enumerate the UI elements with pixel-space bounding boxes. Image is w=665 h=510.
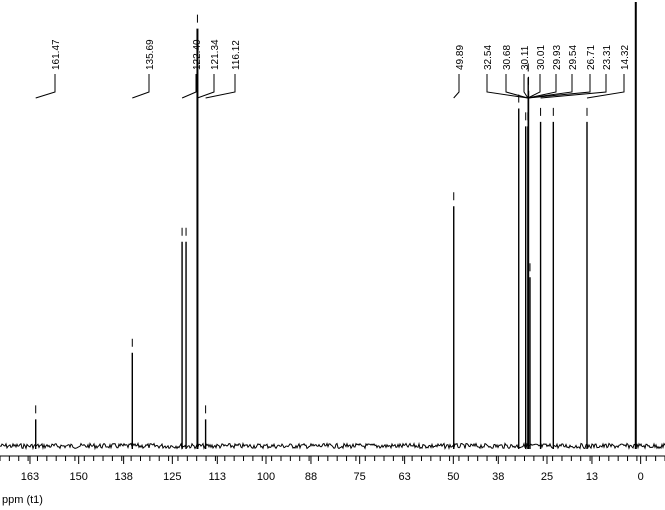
peak-label-11: 29.54 — [568, 45, 579, 70]
tick-label-25: 25 — [541, 471, 553, 483]
baseline-trace — [0, 441, 665, 451]
peak-label-0: 161.47 — [51, 39, 62, 70]
peak-leader-5 — [453, 74, 460, 99]
tick-label-13: 13 — [586, 471, 598, 483]
peak-label-12: 26.71 — [586, 45, 597, 70]
peak-lines — [35, 2, 637, 449]
tick-label-113: 113 — [209, 471, 227, 483]
tick-label-150: 150 — [69, 471, 87, 483]
peak-label-3: 121.34 — [210, 39, 221, 70]
peak-leader-7 — [505, 74, 529, 99]
peak-label-13: 23.31 — [602, 45, 613, 70]
peak-leader-12 — [527, 74, 591, 99]
tick-label-75: 75 — [354, 471, 366, 483]
tick-label-100: 100 — [257, 471, 275, 483]
peak-leader-1 — [132, 74, 150, 99]
tick-label-138: 138 — [114, 471, 132, 483]
peak-label-1: 135.69 — [145, 39, 156, 70]
peak-leader-0 — [35, 74, 56, 99]
peak-leader-11 — [527, 74, 573, 99]
tick-label-125: 125 — [163, 471, 181, 483]
peak-label-8: 30.11 — [520, 45, 531, 70]
peak-label-14: 14.32 — [620, 45, 631, 70]
peak-leader-3 — [197, 74, 215, 99]
tick-label-50: 50 — [447, 471, 459, 483]
peak-leader-6 — [486, 74, 528, 99]
tick-label-0: 0 — [638, 471, 644, 483]
peak-leader-9 — [527, 74, 541, 99]
peak-leader-10 — [527, 74, 557, 99]
peak-leader-13 — [540, 74, 607, 99]
peak-leader-2 — [181, 74, 197, 99]
peak-leader-8 — [523, 74, 529, 99]
peak-label-4: 116.12 — [231, 40, 242, 70]
tick-label-163: 163 — [21, 471, 39, 483]
x-axis-ticks — [0, 456, 665, 464]
baseline-noise — [0, 441, 665, 451]
peak-label-9: 30.01 — [536, 45, 547, 70]
peak-labels: 161.47 135.69 122.40 121.34 116.12 49.89 32.54… — [35, 39, 631, 99]
peak-label-2: 122.40 — [192, 39, 203, 70]
x-axis-tick-labels: 163 150 138 125 113 100 88 75 63 50 38 25 13 0 — [21, 471, 644, 483]
peak-label-6: 32.54 — [483, 45, 494, 70]
peak-label-5: 49.89 — [455, 45, 466, 70]
peak-leader-4 — [205, 74, 236, 99]
tick-label-38: 38 — [492, 471, 504, 483]
peak-label-7: 30.68 — [502, 45, 513, 70]
peak-label-10: 29.93 — [552, 45, 563, 70]
tick-label-63: 63 — [398, 471, 410, 483]
x-axis-title: ppm (t1) — [2, 494, 43, 506]
peak-leader-14 — [586, 74, 625, 99]
tick-label-88: 88 — [305, 471, 317, 483]
